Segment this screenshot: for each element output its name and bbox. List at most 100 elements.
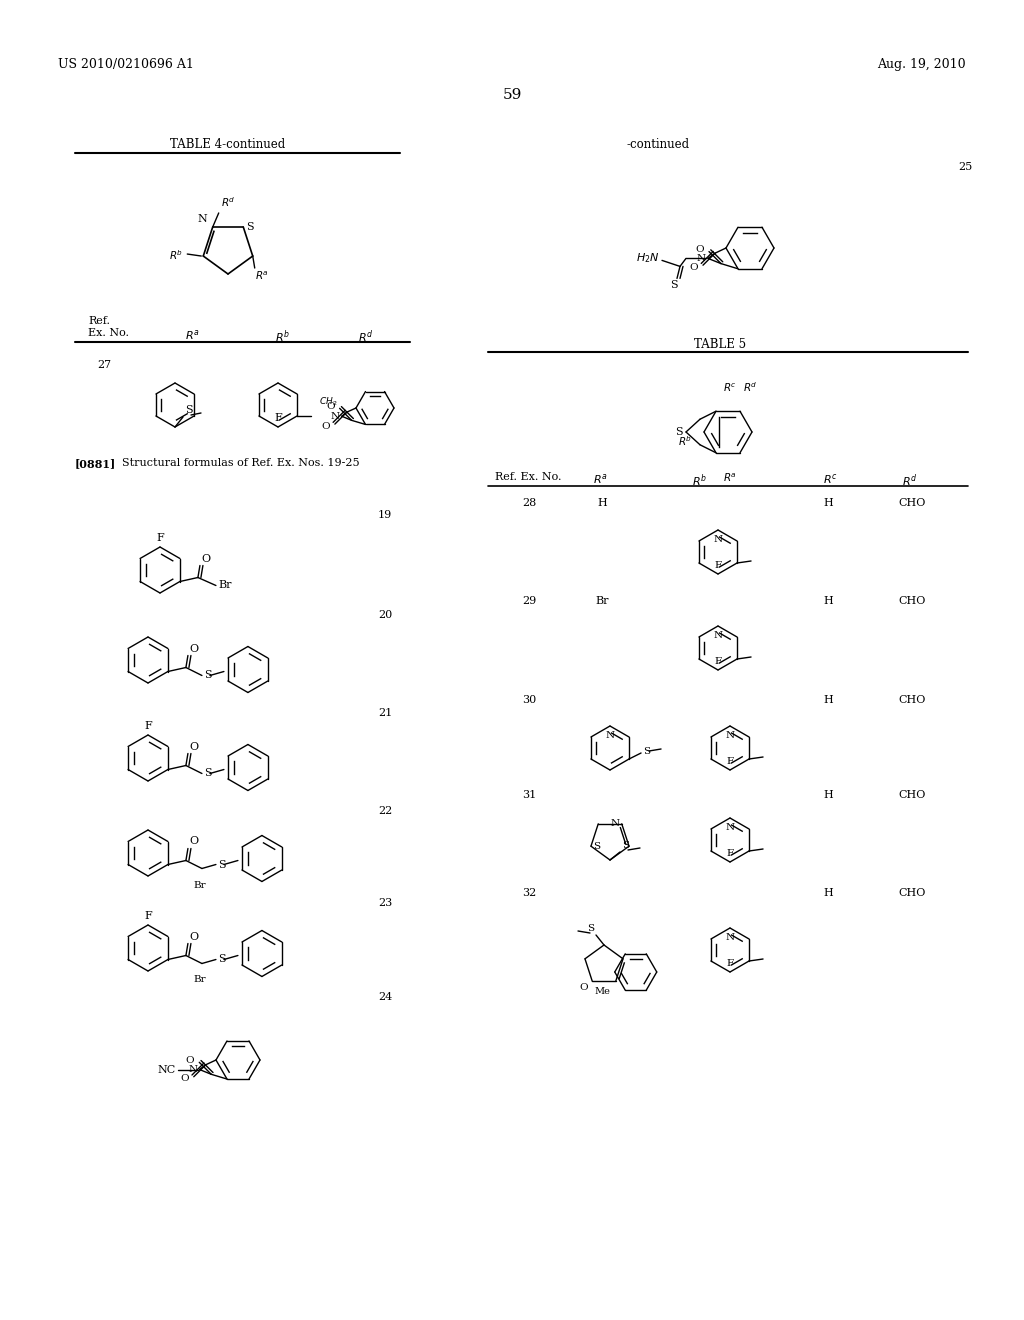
Text: F: F (156, 533, 164, 543)
Text: N: N (697, 253, 706, 263)
Text: F: F (726, 960, 733, 968)
Text: TABLE 4-continued: TABLE 4-continued (170, 139, 286, 150)
Text: 30: 30 (522, 696, 537, 705)
Text: Structural formulas of Ref. Ex. Nos. 19-25: Structural formulas of Ref. Ex. Nos. 19-… (122, 458, 359, 469)
Text: 28: 28 (522, 498, 537, 508)
Text: O: O (185, 1056, 195, 1065)
Text: N: N (725, 822, 734, 832)
Text: $R^b$: $R^b$ (692, 473, 708, 488)
Text: $H_2N$: $H_2N$ (636, 252, 660, 265)
Text: N: N (188, 1065, 198, 1074)
Text: H: H (823, 888, 833, 898)
Text: N: N (725, 731, 734, 741)
Text: CHO: CHO (898, 888, 926, 898)
Text: O: O (188, 742, 198, 751)
Text: $R^a$: $R^a$ (255, 271, 268, 282)
Text: O: O (326, 401, 335, 411)
Text: O: O (180, 1074, 188, 1084)
Text: $R^a$: $R^a$ (593, 473, 607, 486)
Text: O: O (689, 263, 698, 272)
Text: H: H (823, 597, 833, 606)
Text: 24: 24 (378, 993, 392, 1002)
Text: Br: Br (218, 581, 231, 590)
Text: $R^b$: $R^b$ (275, 327, 290, 345)
Text: Ex. No.: Ex. No. (88, 327, 129, 338)
Text: $R^b$: $R^b$ (678, 434, 692, 447)
Text: F: F (715, 657, 722, 667)
Text: O: O (188, 644, 198, 653)
Text: H: H (823, 789, 833, 800)
Text: O: O (188, 932, 198, 941)
Text: Ref.: Ref. (88, 315, 110, 326)
Text: N: N (714, 631, 723, 640)
Text: 31: 31 (522, 789, 537, 800)
Text: F: F (726, 756, 733, 766)
Text: F: F (715, 561, 722, 570)
Text: S: S (218, 859, 225, 870)
Text: S: S (676, 426, 683, 437)
Text: N: N (198, 214, 208, 224)
Text: S: S (247, 222, 254, 232)
Text: N: N (605, 731, 614, 741)
Text: $R^c$: $R^c$ (723, 381, 737, 393)
Text: S: S (185, 405, 193, 414)
Text: $R^a$: $R^a$ (185, 327, 200, 342)
Text: 59: 59 (503, 88, 521, 102)
Text: CHO: CHO (898, 789, 926, 800)
Text: Me: Me (594, 987, 610, 997)
Text: 23: 23 (378, 898, 392, 908)
Text: N: N (610, 820, 620, 829)
Text: CHO: CHO (898, 498, 926, 508)
Text: O: O (695, 246, 705, 253)
Text: $CH_2$: $CH_2$ (319, 396, 338, 408)
Text: NC: NC (158, 1064, 175, 1074)
Text: 29: 29 (522, 597, 537, 606)
Text: 22: 22 (378, 807, 392, 816)
Text: TABLE 5: TABLE 5 (694, 338, 746, 351)
Text: S: S (587, 924, 594, 933)
Text: F: F (144, 911, 152, 921)
Text: US 2010/0210696 A1: US 2010/0210696 A1 (58, 58, 194, 71)
Text: Br: Br (194, 880, 206, 890)
Text: Br: Br (194, 975, 206, 985)
Text: Ref. Ex. No.: Ref. Ex. No. (495, 473, 561, 482)
Text: 25: 25 (958, 162, 972, 172)
Text: S: S (593, 842, 600, 850)
Text: N: N (714, 535, 723, 544)
Text: 19: 19 (378, 510, 392, 520)
Text: [0881]: [0881] (75, 458, 117, 469)
Text: Aug. 19, 2010: Aug. 19, 2010 (878, 58, 966, 71)
Text: S: S (218, 954, 225, 965)
Text: CHO: CHO (898, 696, 926, 705)
Text: H: H (597, 498, 607, 508)
Text: S: S (622, 841, 629, 850)
Text: $R^d$: $R^d$ (221, 195, 236, 209)
Text: O: O (580, 983, 588, 993)
Text: 27: 27 (97, 360, 112, 370)
Text: 20: 20 (378, 610, 392, 620)
Text: H: H (823, 498, 833, 508)
Text: $R^b$: $R^b$ (169, 248, 183, 261)
Text: $R^c$: $R^c$ (822, 473, 838, 486)
Text: O: O (201, 553, 210, 564)
Text: S: S (643, 747, 650, 755)
Text: F: F (726, 849, 733, 858)
Text: $R^d$: $R^d$ (742, 380, 758, 393)
Text: S: S (204, 671, 212, 681)
Text: F: F (274, 413, 282, 422)
Text: F: F (144, 721, 152, 731)
Text: S: S (670, 280, 678, 290)
Text: $R^a$: $R^a$ (723, 473, 737, 484)
Text: N: N (331, 412, 340, 421)
Text: -continued: -continued (627, 139, 689, 150)
Text: H: H (823, 696, 833, 705)
Text: 21: 21 (378, 708, 392, 718)
Text: N: N (725, 933, 734, 942)
Text: $R^d$: $R^d$ (358, 327, 374, 345)
Text: CHO: CHO (898, 597, 926, 606)
Text: $R^d$: $R^d$ (902, 473, 918, 488)
Text: O: O (188, 837, 198, 846)
Text: O: O (322, 421, 330, 430)
Text: Br: Br (595, 597, 608, 606)
Text: S: S (204, 768, 212, 779)
